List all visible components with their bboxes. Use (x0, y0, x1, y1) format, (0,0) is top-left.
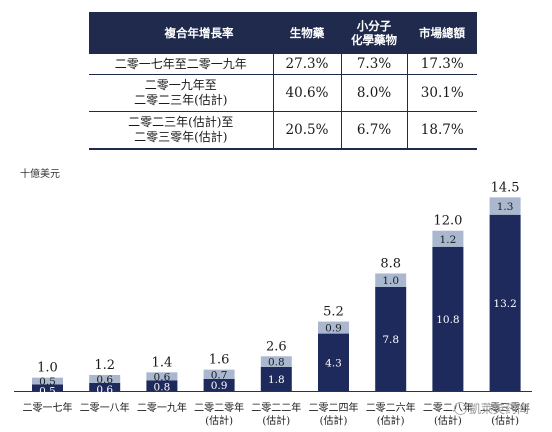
bar-small-molecule (260, 366, 292, 391)
header-period: 複合年增長率 (89, 12, 273, 54)
table-header-row: 複合年增長率 生物藥 小分子 化學藥物 市場總額 (89, 12, 477, 54)
data-label-biologics: 0.9 (325, 323, 342, 335)
x-tick-label-sub: (估計) (205, 414, 233, 427)
bar-small-molecule (489, 214, 521, 391)
bar-biologics (318, 321, 349, 334)
data-label-total: 12.0 (433, 214, 462, 229)
data-label-small-molecule: 0.8 (154, 381, 171, 393)
x-tick-label-sub: (估計) (262, 414, 290, 427)
x-tick-label-sub: (估計) (491, 414, 519, 427)
watermark: 凱萊英药闻 (454, 400, 529, 417)
bar-small-molecule (432, 246, 464, 391)
row-total: 30.1% (407, 74, 477, 112)
row-biologics: 27.3% (273, 54, 342, 75)
y-unit-label: 十億美元 (20, 169, 60, 180)
row-biologics: 20.5% (273, 111, 342, 150)
row-period: 二零一九年至 二零二三年(估計) (89, 74, 274, 112)
header-biologics: 生物藥 (273, 12, 341, 54)
cagr-table: 複合年增長率 生物藥 小分子 化學藥物 市場總額 二零一七年至二零一九年 27.… (89, 12, 477, 150)
header-small-molecule-line1: 小分子 (356, 19, 392, 33)
data-label-total: 1.0 (37, 361, 58, 376)
bar-biologics (203, 369, 235, 379)
x-tick-label: 二零一七年 (23, 401, 73, 414)
wechat-icon (454, 402, 467, 415)
row-total: 18.7% (407, 111, 477, 150)
row-total: 17.3% (407, 54, 477, 75)
bar-small-molecule (203, 378, 235, 391)
row-period-line2: 二零三零年(估計) (134, 130, 228, 144)
x-tick-label: 二零二六年 (366, 401, 416, 414)
x-tick-label: 二零二四年 (309, 401, 359, 414)
bar-biologics (32, 377, 63, 385)
bar-small-molecule (318, 333, 349, 391)
data-label-biologics: 0.6 (96, 374, 113, 386)
data-label-small-molecule: 13.2 (493, 298, 516, 310)
data-label-total: 1.6 (209, 353, 230, 368)
table-row: 二零一七年至二零一九年 27.3% 7.3% 17.3% (89, 54, 477, 75)
data-label-biologics: 0.6 (154, 371, 171, 383)
data-label-biologics: 1.3 (497, 201, 514, 213)
data-label-biologics: 0.7 (211, 369, 228, 381)
row-small-molecule: 7.3% (341, 54, 408, 75)
row-period-line2: 二零二三年(估計) (134, 93, 228, 107)
x-tick-label-sub: (估計) (377, 414, 405, 427)
bar-small-molecule (32, 384, 63, 391)
x-tick-label: 二零二二年 (251, 401, 301, 414)
bar-small-molecule (375, 286, 407, 391)
bar-small-molecule (146, 380, 178, 391)
data-label-small-molecule: 7.8 (382, 334, 399, 346)
header-small-molecule-line2: 化學藥物 (351, 33, 397, 47)
header-total: 市場總額 (407, 12, 477, 54)
data-label-total: 14.5 (491, 180, 520, 195)
row-period-line1: 二零一九年至 (144, 78, 217, 92)
row-period-line1: 二零一七年至二零一九年 (114, 56, 247, 71)
x-tick-label: 二零一九年 (137, 401, 187, 414)
bar-biologics (146, 372, 178, 381)
row-period: 二零二三年(估計)至 二零三零年(估計) (89, 111, 274, 150)
watermark-text: 凱萊英药闻 (469, 402, 530, 416)
data-label-small-molecule: 1.8 (268, 374, 285, 386)
bar-biologics (260, 356, 292, 367)
table-row: 二零二三年(估計)至 二零三零年(估計) 20.5% 6.7% 18.7% (89, 111, 477, 150)
bar-biologics (489, 197, 521, 215)
data-label-total: 5.2 (323, 305, 344, 320)
header-small-molecule: 小分子 化學藥物 (341, 12, 407, 54)
row-small-molecule: 8.0% (341, 74, 408, 112)
x-tick-label: 二零二零年 (194, 401, 244, 414)
data-label-total: 8.8 (380, 256, 401, 271)
data-label-small-molecule: 0.6 (96, 384, 113, 396)
data-label-biologics: 0.8 (268, 357, 285, 369)
row-small-molecule: 6.7% (341, 111, 408, 150)
x-tick-label-sub: (估計) (320, 414, 348, 427)
data-label-small-molecule: 4.3 (325, 357, 342, 369)
data-label-total: 1.2 (94, 358, 115, 373)
x-tick-label: 二零一八年 (80, 401, 130, 414)
row-period-line1: 二零二三年(估計)至 (128, 115, 234, 129)
bar-biologics (432, 230, 464, 247)
row-biologics: 40.6% (273, 74, 342, 112)
bar-biologics (375, 273, 407, 287)
data-label-biologics: 1.2 (440, 234, 457, 246)
data-label-biologics: 1.0 (382, 275, 399, 287)
x-tick-label: 二零三零年 (480, 401, 530, 414)
x-tick-label-sub: (估計) (434, 414, 462, 427)
table-row: 二零一九年至 二零二三年(估計) 40.6% 8.0% 30.1% (89, 74, 477, 112)
data-label-total: 2.6 (266, 339, 287, 354)
bar-small-molecule (89, 382, 121, 391)
bar-biologics (89, 374, 121, 383)
data-label-small-molecule: 0.9 (211, 380, 228, 392)
data-label-small-molecule: 0.5 (39, 385, 56, 397)
data-label-biologics: 0.5 (39, 376, 56, 388)
row-period: 二零一七年至二零一九年 (89, 54, 274, 75)
data-label-total: 1.4 (152, 355, 173, 370)
data-label-small-molecule: 10.8 (436, 314, 459, 326)
